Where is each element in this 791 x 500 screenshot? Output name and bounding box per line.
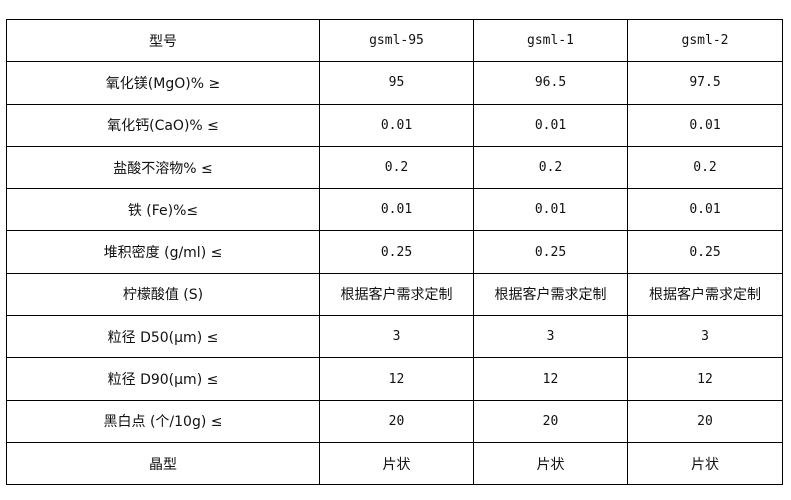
value-cell: 根据客户需求定制 <box>473 272 628 317</box>
value-cell: 0.01 <box>473 103 628 147</box>
property-cell: 氧化镁(MgO)% ≥ <box>6 61 320 105</box>
table-row: 铁 (Fe)%≤ 0.01 0.01 0.01 <box>6 188 783 232</box>
value-cell: 0.01 <box>627 103 783 147</box>
value-cell: 0.01 <box>627 188 783 232</box>
value-cell: 12 <box>319 357 474 401</box>
property-cell: 粒径 D50(μm) ≤ <box>6 315 320 359</box>
table-row: 柠檬酸值 (S) 根据客户需求定制 根据客户需求定制 根据客户需求定制 <box>6 272 783 317</box>
value-cell: 片状 <box>473 441 628 486</box>
value-cell: 片状 <box>319 441 474 486</box>
value-cell: 3 <box>319 315 474 359</box>
value-cell: 0.01 <box>319 188 474 232</box>
value-cell: 12 <box>473 357 628 401</box>
table-row: 粒径 D50(μm) ≤3 3 3 <box>6 315 783 359</box>
header-row: 型号 gsml-95 gsml-1 gsml-2 <box>6 18 783 63</box>
property-cell: 氧化钙(CaO)% ≤ <box>6 103 320 147</box>
value-cell: 片状 <box>627 441 783 486</box>
value-cell: 0.2 <box>473 145 628 190</box>
property-cell: 晶型 <box>6 441 320 486</box>
value-cell: 0.25 <box>627 230 783 274</box>
property-cell: 铁 (Fe)%≤ <box>6 188 320 232</box>
property-cell: 粒径 D90(μm) ≤ <box>6 357 320 401</box>
value-cell: 3 <box>473 315 628 359</box>
value-cell: 0.25 <box>319 230 474 274</box>
table-row: 氧化钙(CaO)% ≤0.01 0.01 0.01 <box>6 103 783 147</box>
value-cell: 根据客户需求定制 <box>319 272 474 317</box>
table-row: 晶型 片状 片状 片状 <box>6 441 783 486</box>
table-row: 粒径 D90(μm) ≤12 12 12 <box>6 357 783 401</box>
value-cell: 95 <box>319 61 474 105</box>
value-cell: 0.2 <box>319 145 474 190</box>
value-cell: 20 <box>319 399 474 443</box>
value-cell: 0.2 <box>627 145 783 190</box>
table-row: 盐酸不溶物% ≤0.2 0.2 0.2 <box>6 145 783 190</box>
value-cell: 20 <box>473 399 628 443</box>
value-cell: 0.01 <box>319 103 474 147</box>
value-cell: 0.25 <box>473 230 628 274</box>
spec-table: 型号 gsml-95 gsml-1 gsml-2 氧化镁(MgO)% ≥95 96… <box>6 18 783 486</box>
table-row: 黑白点 (个/10g) ≤20 20 20 <box>6 399 783 443</box>
value-cell: 3 <box>627 315 783 359</box>
property-cell: 柠檬酸值 (S) <box>6 272 320 317</box>
table-row: 堆积密度 (g/ml) ≤0.25 0.25 0.25 <box>6 230 783 274</box>
value-cell: 根据客户需求定制 <box>627 272 783 317</box>
value-cell: 20 <box>627 399 783 443</box>
header-cell: gsml-1 <box>473 18 628 63</box>
value-cell: 97.5 <box>627 61 783 105</box>
header-cell: 型号 <box>6 18 320 63</box>
header-cell: gsml-95 <box>319 18 474 63</box>
property-cell: 盐酸不溶物% ≤ <box>6 145 320 190</box>
property-cell: 堆积密度 (g/ml) ≤ <box>6 230 320 274</box>
value-cell: 0.01 <box>473 188 628 232</box>
property-cell: 黑白点 (个/10g) ≤ <box>6 399 320 443</box>
table-row: 氧化镁(MgO)% ≥95 96.5 97.5 <box>6 61 783 105</box>
value-cell: 96.5 <box>473 61 628 105</box>
value-cell: 12 <box>627 357 783 401</box>
header-cell: gsml-2 <box>627 18 783 63</box>
